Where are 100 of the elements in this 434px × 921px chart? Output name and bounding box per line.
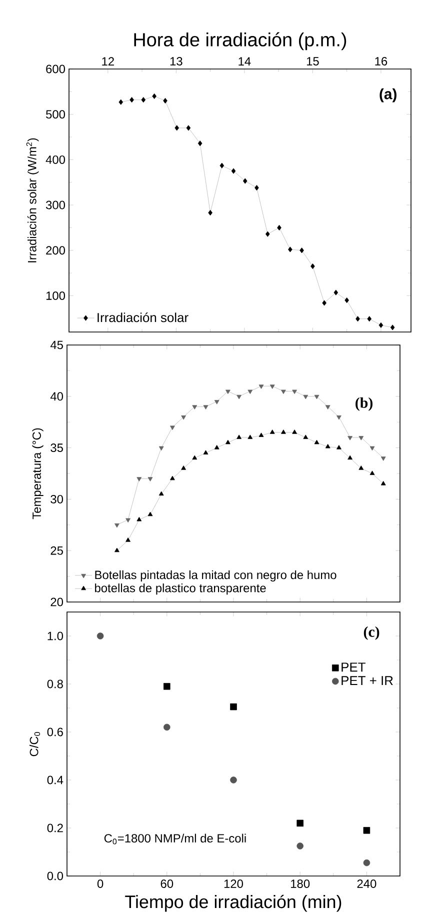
y-tick-label: 25 [50,546,63,555]
point [378,322,384,328]
point [363,859,370,866]
point [358,466,364,470]
point [358,436,364,440]
y-tick-label: 600 [46,64,66,74]
point [164,683,170,690]
y-tick-label: 30 [50,494,64,504]
x-tick-label: 120 [224,880,244,888]
point [236,434,242,439]
point [281,430,286,434]
point [96,632,104,640]
point [226,390,230,394]
x-tick-label: 240 [357,880,376,888]
x-tick-label: 13 [170,57,182,66]
point [336,444,342,450]
point [296,820,304,827]
point [236,394,242,400]
point [363,827,370,834]
point [258,384,264,389]
annotation: (c) [364,626,380,640]
x-tick-label: 14 [238,57,251,66]
point [130,97,134,103]
y-axis-title: C/C$_{0}$ [29,732,40,756]
point [214,444,220,450]
x-tick-label: 0 [97,880,104,888]
y-axis-title: Temperatura (°C) [32,428,44,520]
y-tick-label: 40 [50,392,64,401]
point [292,430,297,434]
x-tick-label: 16 [375,57,388,66]
point [292,390,297,394]
point [114,548,120,552]
y-tick-label: 400 [46,155,66,164]
y-tick-label: 0.2 [47,824,63,832]
point [148,512,153,516]
point [136,516,142,522]
y-tick-label: 300 [46,200,66,210]
point [325,444,330,448]
x-tick-label: 180 [291,880,310,888]
point [230,776,237,784]
annotation: C$_{0}$=1800 NMP/ml de E-coli [104,834,246,844]
point [314,394,320,400]
point [380,456,386,461]
point [126,538,130,542]
point [258,432,264,437]
point [300,248,304,254]
point [226,440,230,444]
point [303,394,308,400]
point [314,440,320,444]
point [303,434,308,439]
y-tick-label: 100 [46,291,66,300]
point [114,523,120,528]
point [118,99,124,105]
annotation: (a) [380,88,396,102]
point [367,316,372,322]
point [126,518,130,523]
point [336,415,342,420]
annotation: (b) [356,397,372,411]
point [296,842,304,850]
point [203,405,208,410]
point [288,246,292,252]
x-tick-label: 15 [306,57,319,66]
point [248,434,253,439]
y-tick-label: 35 [50,444,63,452]
point [186,125,191,131]
x-axis-title: Hora de irradiación (p.m.) [134,32,346,50]
x-tick-label: 12 [102,57,114,66]
point [170,476,175,480]
point [192,455,198,460]
point [322,300,326,306]
point [136,477,142,482]
point [141,97,146,103]
point [230,703,237,710]
point [181,415,186,420]
y-tick-label: 0.6 [47,728,63,736]
legend-label: Irradiación solar [98,312,188,322]
legend-label: Botellas pintadas la mitad con negro de humo [95,570,336,582]
point [277,224,282,230]
point [170,426,175,430]
y-tick-label: 20 [50,598,64,606]
legend-label: botellas de plastico transparente [95,584,266,595]
point [158,491,164,496]
point [152,93,156,99]
point [270,384,275,389]
point [266,231,270,237]
point [164,724,170,731]
point [174,125,179,131]
x-tick-label: 60 [160,880,174,888]
point [203,450,208,454]
point [181,466,186,470]
point [370,446,375,451]
point [334,290,338,296]
legend-label: PET + IR [342,676,393,685]
y-tick-label: 0.4 [47,776,64,784]
x-axis-title: Tiempo de irradiación (min) [125,894,342,912]
point [198,140,202,146]
point [356,316,360,322]
point [242,178,248,184]
point [270,430,275,434]
point [380,480,386,486]
